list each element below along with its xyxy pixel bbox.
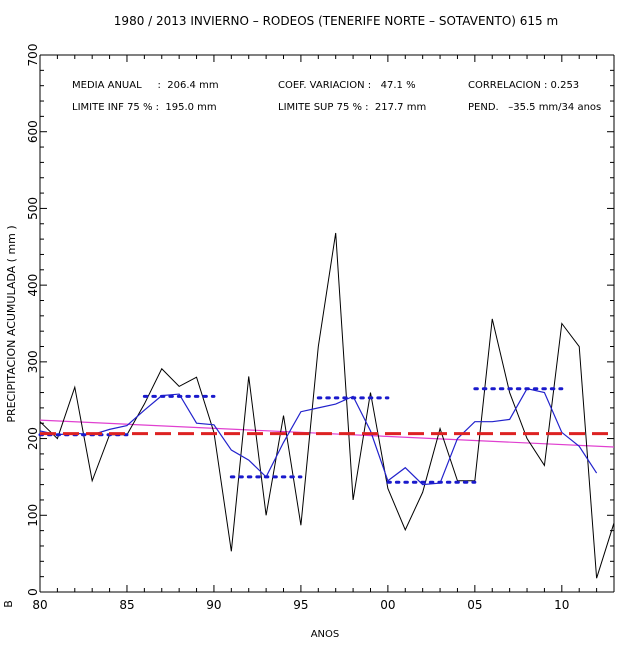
y-axis-label: PRECIPITACION ACUMULADA ( mm ) — [5, 225, 18, 422]
stat-media: MEDIA ANUAL : 206.4 mm — [72, 80, 219, 91]
running-mean-line — [39, 388, 598, 486]
stat-coef: COEF. VARIACION : 47.1 % — [278, 80, 416, 91]
y-tick-label: 0 — [26, 588, 40, 596]
x-tick-label: 05 — [467, 598, 482, 612]
stat-lim-sup: LIMITE SUP 75 % : 217.7 mm — [278, 102, 426, 113]
y-tick-label: 700 — [26, 44, 40, 67]
x-tick-label: 00 — [380, 598, 395, 612]
y-tick-label: 600 — [26, 120, 40, 143]
y-tick-label: 200 — [26, 427, 40, 450]
y-tick-label: 300 — [26, 350, 40, 373]
stat-lim-inf: LIMITE INF 75 % : 195.0 mm — [72, 102, 217, 113]
stat-correl: CORRELACION : 0.253 — [468, 80, 579, 91]
y-tick-label: 400 — [26, 274, 40, 297]
x-tick-label: 80 — [32, 598, 47, 612]
x-tick-label: 95 — [293, 598, 308, 612]
axis-ticks — [39, 54, 615, 593]
stat-pend: PEND. –35.5 mm/34 anos — [468, 102, 601, 113]
x-tick-label: 10 — [554, 598, 569, 612]
corner-label: B — [2, 600, 15, 608]
x-tick-label: 85 — [119, 598, 134, 612]
plot-frame — [39, 54, 615, 593]
y-tick-label: 100 — [26, 504, 40, 527]
y-tick-labels: 0 100 200 300 400 500 600 700 — [26, 44, 40, 596]
stats-block: MEDIA ANUAL : 206.4 mm LIMITE INF 75 % :… — [72, 80, 601, 113]
series-layer — [38, 232, 615, 579]
x-axis-label: ANOS — [311, 629, 340, 640]
y-tick-label: 500 — [26, 197, 40, 220]
x-tick-labels: 80 85 90 95 00 05 10 — [32, 598, 569, 612]
annual-series-line — [39, 232, 615, 579]
chart-title: 1980 / 2013 INVIERNO – RODEOS (TENERIFE … — [114, 14, 558, 28]
x-tick-label: 90 — [206, 598, 221, 612]
